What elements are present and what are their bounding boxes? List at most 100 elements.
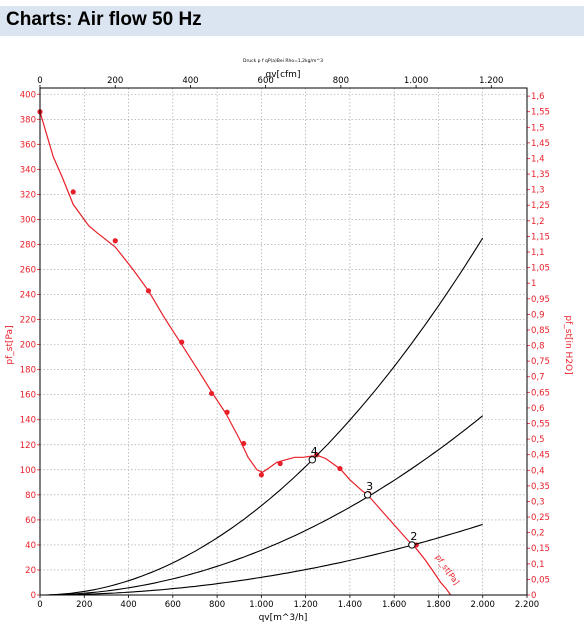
x-bottom-tick-label: 800 [209,600,225,610]
y-left-tick-label: 80 [25,491,36,501]
y-left-tick-label: 40 [25,541,36,551]
y-right-tick-label: 1,3 [531,186,545,196]
y-left-tick-label: 380 [20,115,36,125]
y-left-tick-label: 20 [25,566,36,576]
y-right-tick-label: 0,3 [531,497,545,507]
x-bottom-tick-label: 0 [37,600,42,610]
y-left-tick-label: 340 [20,165,36,175]
fan-curve-marker [337,465,343,472]
fan-curve-marker [258,472,264,478]
plot-frame [39,87,528,596]
y-right-tick-label: 0,95 [531,295,550,305]
grid [40,88,527,595]
y-right-tick-label: 0,6 [531,404,545,414]
x-bottom-tick-label: 1.600 [382,600,406,610]
x-top-tick-label: 200 [107,76,123,86]
operating-point-label: 3 [366,480,373,493]
fan-curve-marker [208,390,215,397]
x-bottom-tick-label: 600 [165,600,181,610]
fan-curve-marker [277,460,283,467]
x-bottom-tick-label: 1.400 [338,600,362,610]
operating-point-marker [308,456,316,464]
operating-point-label: 2 [410,530,417,543]
x-top-tick-label: 400 [182,76,198,86]
x-bottom-tick-label: 2.000 [471,600,495,610]
system-curve-line [40,237,484,596]
y-left-tick-label: 180 [20,366,36,376]
y-left-tick-label: 160 [20,391,36,401]
y-left-tick-label: 320 [20,190,36,200]
x-bottom-tick-label: 200 [76,600,92,610]
x-top-axis-label: qv[cfm] [266,70,301,80]
y-right-tick-label: 0,2 [531,529,545,539]
y-right-tick-label: 0,15 [531,544,550,554]
y-right-tick-label: 0,45 [531,451,550,461]
fan-curve-marker [145,288,152,294]
y-left-tick-label: 120 [20,441,36,451]
title-bar: Charts: Air flow 50 Hz [0,6,584,36]
curves [37,109,484,596]
y-right-tick-label: 1,2 [531,217,545,227]
y-right-tick-label: 1,5 [531,123,545,133]
page-title: Charts: Air flow 50 Hz [6,9,202,30]
y-left-tick-label: 260 [20,266,36,276]
y-right-tick-label: 0,05 [531,575,550,585]
x-top-tick-label: 600 [258,76,274,86]
x-bottom-tick-label: 1.200 [293,600,317,610]
y-left-tick-label: 300 [20,215,36,225]
y-right-axis-label: pf_st[in H2O] [563,315,573,374]
x-top-tick-label: 1.200 [479,76,503,86]
y-left-tick-label: 60 [25,516,36,526]
y-left-tick-label: 360 [20,140,36,150]
y-right-tick-label: 1,25 [531,201,550,211]
operating-point-label: 4 [311,445,318,458]
fan-curve-marker [241,440,247,447]
x-top-tick-label: 1.000 [404,76,428,86]
operating-point-marker [408,541,416,549]
y-right-tick-label: 1,4 [531,154,545,164]
y-right-tick-label: 1,45 [531,139,550,149]
y-left-tick-label: 100 [20,466,36,476]
fan-curve-marker [112,238,118,244]
y-left-tick-label: 240 [20,291,36,301]
operating-point-marker [363,491,372,499]
y-right-tick-label: 0,25 [531,513,550,523]
y-right-tick-label: 0,4 [531,466,545,476]
y-right-tick-label: 0,35 [531,482,550,492]
y-right-tick-label: 0 [531,591,536,601]
fan-curve-marker [224,409,230,415]
y-left-tick-label: 400 [20,90,36,100]
system-curve-line [40,415,484,596]
x-bottom-tick-label: 1.000 [249,600,273,610]
x-bottom-tick-label: 400 [120,600,136,610]
y-right-tick-label: 1,05 [531,264,550,274]
y-right-tick-label: 1,6 [531,92,545,102]
x-bottom-tick-label: 1.800 [426,600,450,610]
y-left-tick-label: 140 [20,416,36,426]
chart-subtitle: Druck p f qP(a)Bei Rho=1,2kg/m^3 [243,58,323,64]
y-right-tick-label: 0,9 [531,310,545,320]
y-right-tick-label: 0,5 [531,435,545,445]
y-right-tick-label: 0,75 [531,357,550,367]
y-right-tick-label: 1,15 [531,232,550,242]
fan-curve-line [39,111,452,596]
x-top-tick-label: 0 [37,76,42,86]
fan-curve-marker [179,339,185,345]
y-left-axis-label: pf_st[Pa] [5,325,15,364]
y-left-tick-label: 280 [20,240,36,250]
x-top-tick-label: 800 [333,76,349,86]
y-right-tick-label: 0,85 [531,326,550,336]
y-left-tick-label: 0 [31,591,36,601]
x-bottom-tick-label: 2.200 [515,600,539,610]
fan-curve-marker [70,189,76,195]
y-right-tick-label: 0,7 [531,373,545,383]
axis-ticks: 0 200 400 600 800 1.000 1.200 1.400 1.600 1.800 2.… [20,76,550,610]
y-left-tick-label: 200 [20,341,36,351]
y-right-tick-label: 0,55 [531,420,550,430]
y-right-tick-label: 0,8 [531,342,545,352]
y-right-tick-label: 0,65 [531,388,550,398]
y-left-tick-label: 220 [20,316,36,326]
x-bottom-axis-label: qv[m^3/h] [259,613,308,623]
y-right-tick-label: 1,55 [531,108,550,118]
